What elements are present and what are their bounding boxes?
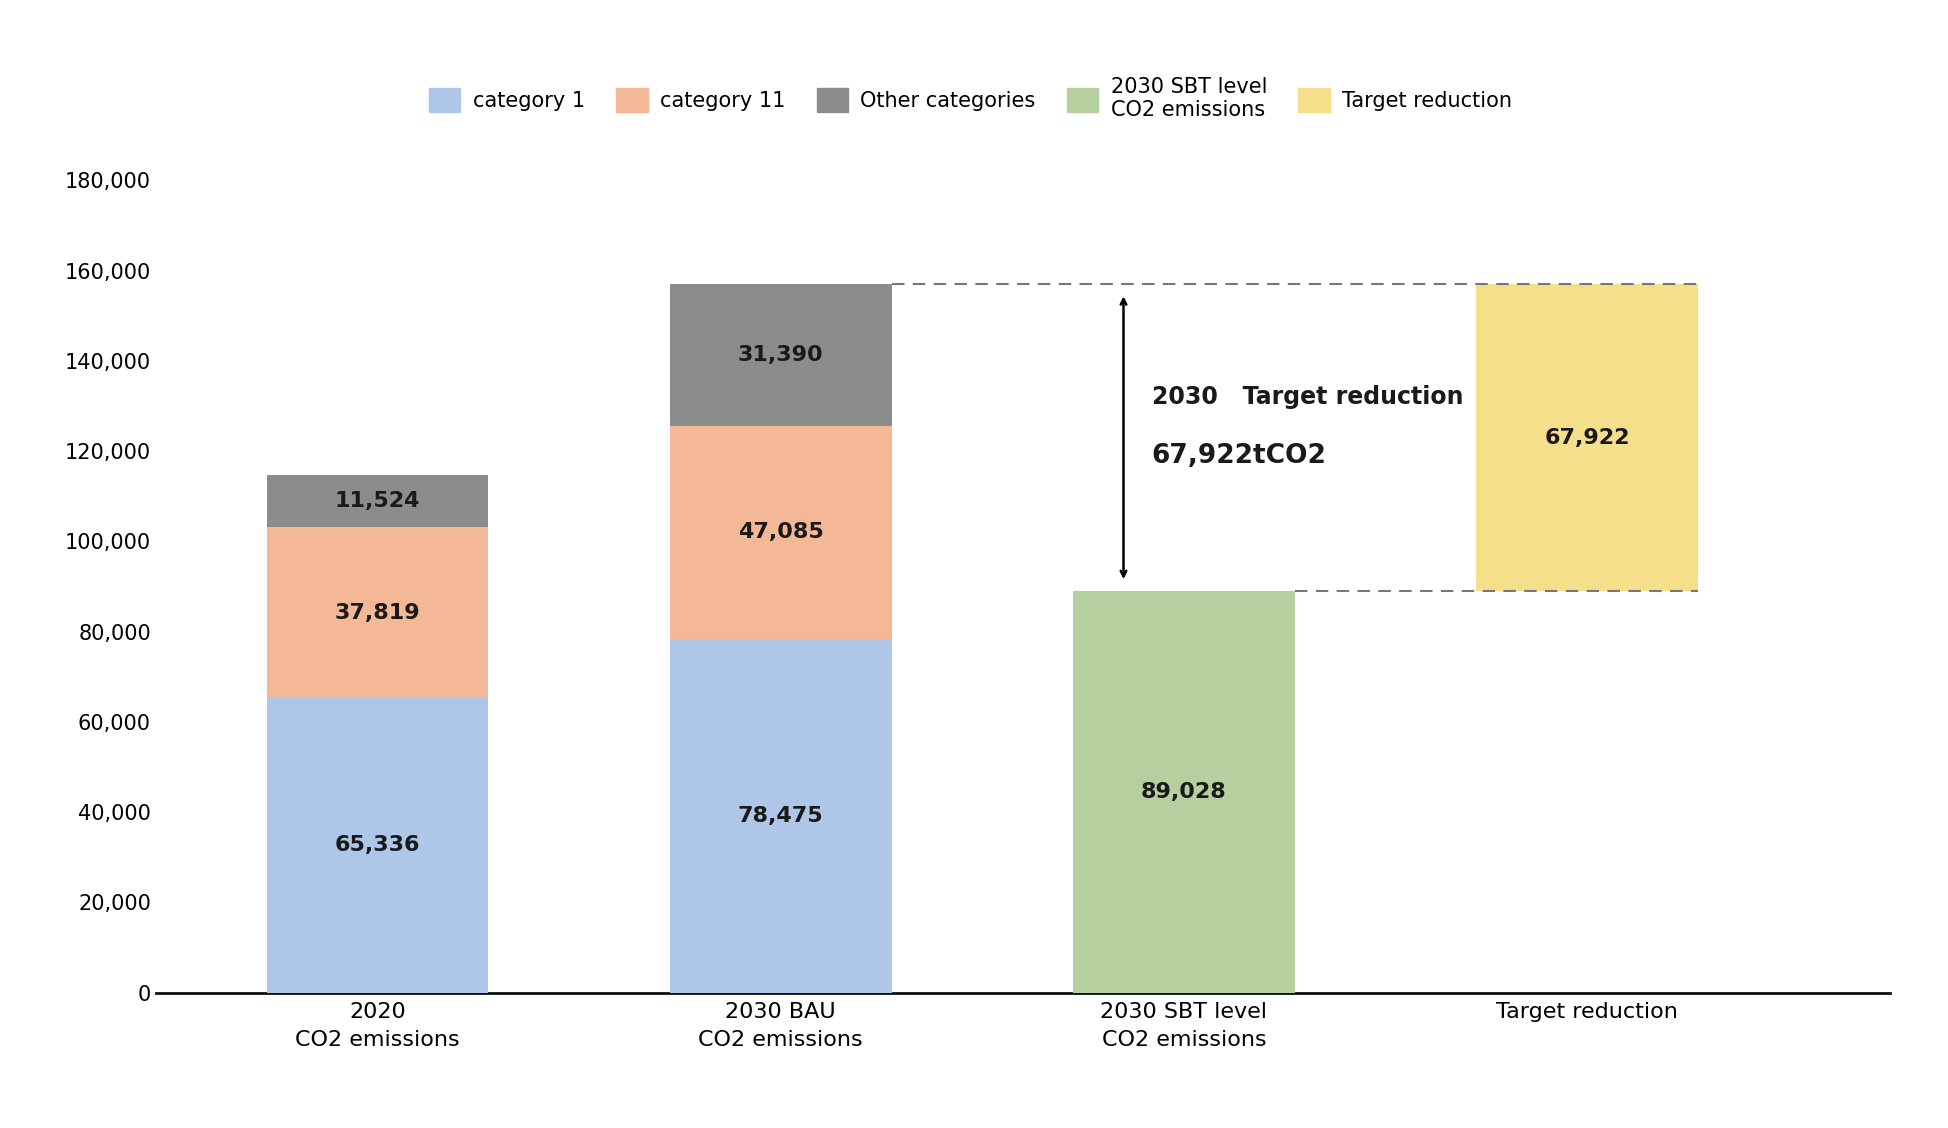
Text: 2030   Target reduction: 2030 Target reduction xyxy=(1151,385,1463,409)
Text: 31,390: 31,390 xyxy=(738,345,824,365)
Bar xyxy=(267,527,489,698)
Bar xyxy=(670,638,892,993)
Bar xyxy=(670,426,892,638)
Text: 67,922: 67,922 xyxy=(1545,428,1630,448)
Text: 47,085: 47,085 xyxy=(738,522,824,543)
Text: 37,819: 37,819 xyxy=(335,602,421,623)
Bar xyxy=(1477,284,1699,591)
Bar xyxy=(267,698,489,993)
Text: 78,475: 78,475 xyxy=(738,805,824,826)
Bar xyxy=(1073,591,1295,993)
Text: 89,028: 89,028 xyxy=(1142,782,1227,802)
Text: 65,336: 65,336 xyxy=(335,835,421,855)
Text: 67,922tCO2: 67,922tCO2 xyxy=(1151,443,1327,469)
Bar xyxy=(670,284,892,426)
Bar xyxy=(267,475,489,527)
Legend: category 1, category 11, Other categories, 2030 SBT level
CO2 emissions, Target : category 1, category 11, Other categorie… xyxy=(421,69,1521,129)
Text: 11,524: 11,524 xyxy=(335,491,421,511)
